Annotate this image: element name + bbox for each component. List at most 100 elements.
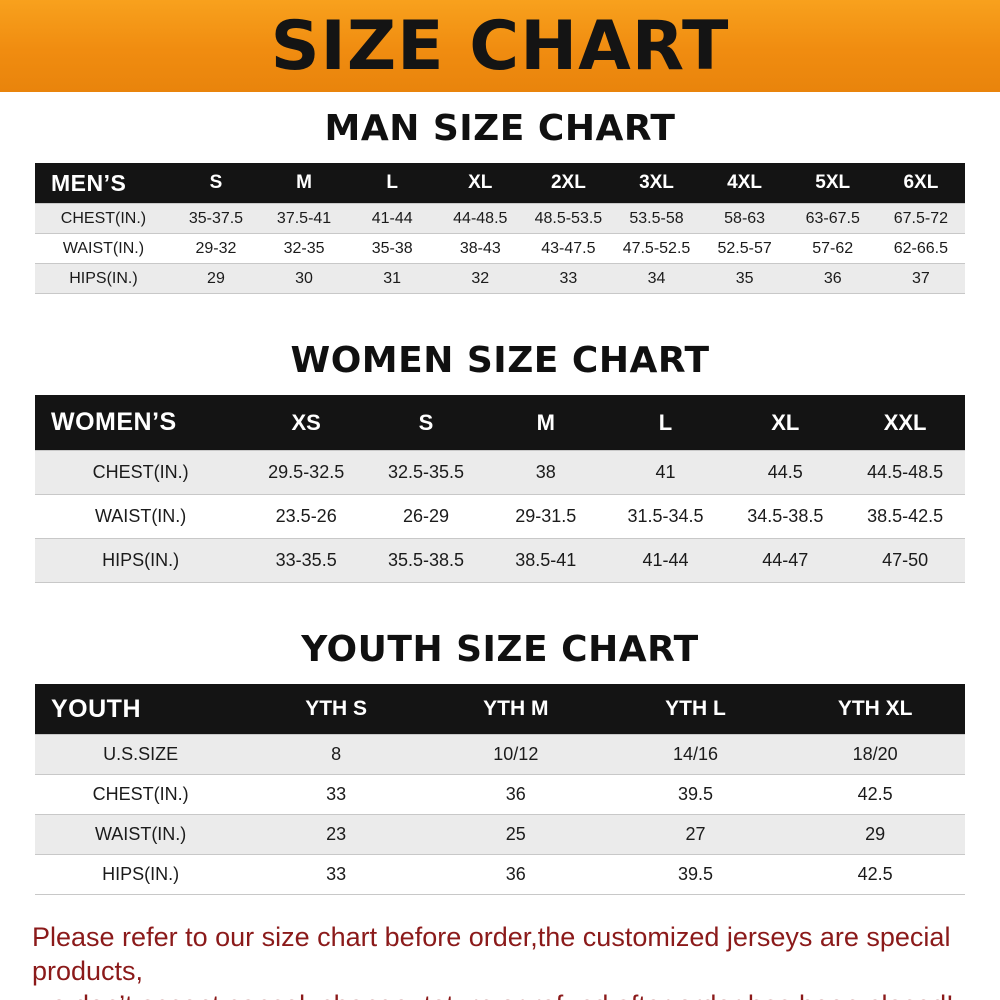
- measurement-label-cell: WAIST(IN.): [35, 814, 247, 855]
- measurement-value-cell: 29: [785, 814, 965, 855]
- measurement-value-cell: 33: [524, 263, 613, 294]
- measurement-value-cell: 35: [700, 263, 789, 294]
- measurement-value-cell: 36: [788, 263, 877, 294]
- measurement-value-cell: 29.5-32.5: [246, 450, 367, 495]
- measurement-value-cell: 42.5: [785, 854, 965, 895]
- measurement-value-cell: 35.5-38.5: [366, 538, 486, 583]
- measurement-value-cell: 25: [425, 814, 606, 855]
- measurement-value-cell: 41-44: [605, 538, 726, 583]
- size-column-header: XXL: [845, 395, 965, 451]
- table-title-cell: YOUTH: [35, 684, 247, 735]
- measurement-label-cell: HIPS(IN.): [35, 263, 172, 294]
- section-youth: YOUTH SIZE CHART YOUTH YTH S YTH M YTH L YTH…: [0, 629, 1000, 895]
- women-size-table: WOMEN’S XS S M L XL XXL CHEST(IN.) 29.5-32.5 32.5…: [35, 395, 965, 583]
- measurement-value-cell: 42.5: [785, 774, 965, 815]
- measurement-value-cell: 67.5-72: [876, 203, 965, 234]
- table-header-row: WOMEN’S XS S M L XL XXL: [35, 395, 965, 451]
- measurement-value-cell: 38.5-41: [485, 538, 606, 583]
- measurement-label-cell: CHEST(IN.): [35, 203, 172, 234]
- measurement-label-cell: WAIST(IN.): [35, 494, 247, 539]
- measurement-label-cell: WAIST(IN.): [35, 233, 172, 264]
- size-column-header: 2XL: [524, 163, 613, 204]
- table-row: CHEST(IN.) 35-37.5 37.5-41 41-44 44-48.5 48.5…: [35, 203, 965, 234]
- measurement-value-cell: 23.5-26: [246, 494, 367, 539]
- size-column-header: 4XL: [700, 163, 789, 204]
- table-row: HIPS(IN.) 33-35.5 35.5-38.5 38.5-41 41-44 44-…: [35, 538, 965, 583]
- section-men: MAN SIZE CHART MEN’S S M L XL 2XL 3XL 4XL 5XL 6XL…: [0, 108, 1000, 294]
- measurement-value-cell: 63-67.5: [788, 203, 877, 234]
- measurement-value-cell: 31.5-34.5: [605, 494, 726, 539]
- measurement-value-cell: 62-66.5: [876, 233, 965, 264]
- size-column-header: M: [485, 395, 606, 451]
- table-row: HIPS(IN.) 33 36 39.5 42.5: [35, 854, 965, 895]
- measurement-value-cell: 39.5: [605, 854, 786, 895]
- measurement-value-cell: 44-48.5: [436, 203, 525, 234]
- men-size-table: MEN’S S M L XL 2XL 3XL 4XL 5XL 6XL CHEST(IN.) 35-37…: [35, 163, 965, 294]
- size-column-header: 3XL: [612, 163, 701, 204]
- size-column-header: L: [605, 395, 726, 451]
- size-column-header: S: [171, 163, 260, 204]
- measurement-value-cell: 36: [425, 854, 606, 895]
- measurement-value-cell: 33: [246, 854, 426, 895]
- table-header-row: MEN’S S M L XL 2XL 3XL 4XL 5XL 6XL: [35, 163, 965, 204]
- size-column-header: XL: [436, 163, 525, 204]
- footer-line-2: we don’t accept cancel, change, teturn o…: [32, 989, 968, 1000]
- measurement-value-cell: 47.5-52.5: [612, 233, 701, 264]
- measurement-value-cell: 44.5-48.5: [845, 450, 965, 495]
- table-header-row: YOUTH YTH S YTH M YTH L YTH XL: [35, 684, 965, 735]
- measurement-value-cell: 52.5-57: [700, 233, 789, 264]
- measurement-value-cell: 43-47.5: [524, 233, 613, 264]
- size-column-header: L: [348, 163, 437, 204]
- measurement-value-cell: 30: [260, 263, 349, 294]
- table-title-cell: MEN’S: [35, 163, 172, 204]
- measurement-value-cell: 34: [612, 263, 701, 294]
- measurement-value-cell: 29: [171, 263, 260, 294]
- youth-section-heading: YOUTH SIZE CHART: [301, 629, 699, 670]
- measurement-value-cell: 23: [246, 814, 426, 855]
- size-column-header: YTH M: [425, 684, 606, 735]
- measurement-value-cell: 8: [246, 734, 426, 775]
- measurement-value-cell: 32.5-35.5: [366, 450, 486, 495]
- table-title-cell: WOMEN’S: [35, 395, 247, 451]
- size-column-header: YTH S: [246, 684, 426, 735]
- measurement-value-cell: 31: [348, 263, 437, 294]
- measurement-value-cell: 41: [605, 450, 726, 495]
- measurement-value-cell: 10/12: [425, 734, 606, 775]
- measurement-value-cell: 48.5-53.5: [524, 203, 613, 234]
- measurement-value-cell: 34.5-38.5: [725, 494, 846, 539]
- measurement-value-cell: 33-35.5: [246, 538, 367, 583]
- page-title: SIZE CHART: [270, 6, 730, 86]
- size-column-header: YTH XL: [785, 684, 965, 735]
- size-column-header: XL: [725, 395, 846, 451]
- section-women: WOMEN SIZE CHART WOMEN’S XS S M L XL XXL CHEST(…: [0, 340, 1000, 583]
- size-column-header: XS: [246, 395, 367, 451]
- size-column-header: 5XL: [788, 163, 877, 204]
- footer-line-1: Please refer to our size chart before or…: [32, 922, 951, 986]
- measurement-value-cell: 27: [605, 814, 786, 855]
- measurement-label-cell: HIPS(IN.): [35, 854, 247, 895]
- measurement-value-cell: 26-29: [366, 494, 486, 539]
- size-column-header: M: [260, 163, 349, 204]
- size-column-header: YTH L: [605, 684, 786, 735]
- measurement-value-cell: 14/16: [605, 734, 786, 775]
- men-section-heading: MAN SIZE CHART: [324, 108, 676, 149]
- measurement-value-cell: 29-31.5: [485, 494, 606, 539]
- table-row: CHEST(IN.) 33 36 39.5 42.5: [35, 774, 965, 815]
- measurement-value-cell: 44-47: [725, 538, 846, 583]
- measurement-value-cell: 58-63: [700, 203, 789, 234]
- measurement-value-cell: 38.5-42.5: [845, 494, 965, 539]
- women-section-heading: WOMEN SIZE CHART: [290, 340, 710, 381]
- measurement-value-cell: 35-38: [348, 233, 437, 264]
- measurement-value-cell: 37: [876, 263, 965, 294]
- table-row: WAIST(IN.) 23 25 27 29: [35, 814, 965, 855]
- measurement-label-cell: CHEST(IN.): [35, 450, 247, 495]
- measurement-value-cell: 41-44: [348, 203, 437, 234]
- measurement-value-cell: 37.5-41: [260, 203, 349, 234]
- table-row: CHEST(IN.) 29.5-32.5 32.5-35.5 38 41 44.5 44.5…: [35, 450, 965, 495]
- footer-note: Please refer to our size chart before or…: [32, 921, 968, 1000]
- measurement-value-cell: 33: [246, 774, 426, 815]
- measurement-value-cell: 32: [436, 263, 525, 294]
- size-column-header: S: [366, 395, 486, 451]
- measurement-value-cell: 29-32: [171, 233, 260, 264]
- measurement-value-cell: 44.5: [725, 450, 846, 495]
